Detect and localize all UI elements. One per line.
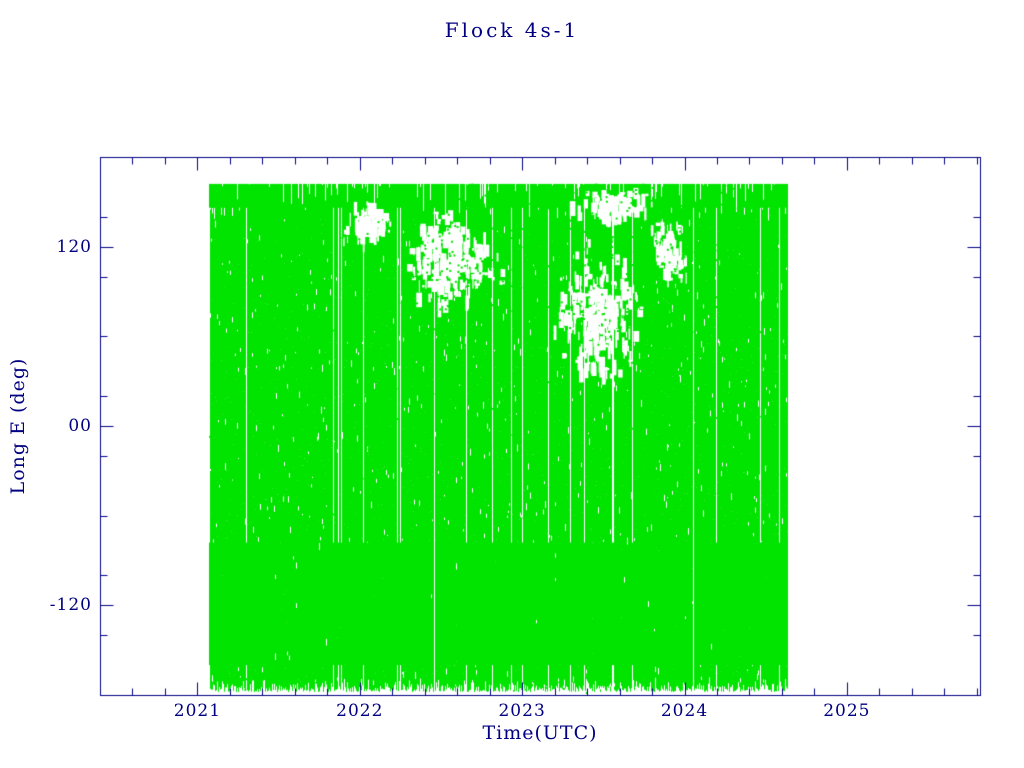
x-tick-label: 2023 [498,701,546,721]
y-tick-label: 120 [56,236,92,257]
y-axis-label: Long E (deg) [7,357,29,495]
chart-title: Flock 4s-1 [444,18,580,42]
x-tick-label: 2022 [336,701,384,721]
x-axis-label: Time(UTC) [482,722,598,744]
x-tick-label: 2025 [823,701,871,721]
x-tick-label: 2021 [173,701,222,721]
y-tick-label: -120 [49,595,92,616]
y-tick-label: 00 [68,416,92,436]
x-tick-label: 2024 [660,701,709,721]
